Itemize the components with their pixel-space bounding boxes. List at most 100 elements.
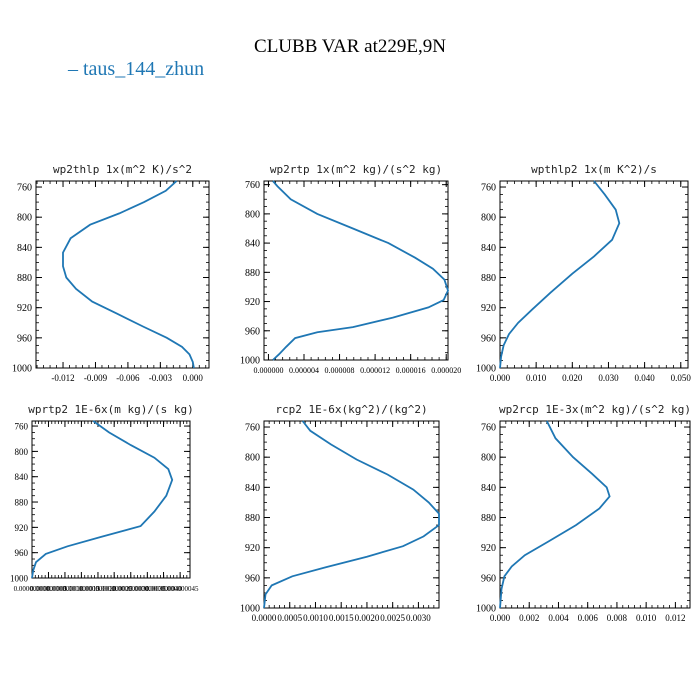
y-tick-label: 920 xyxy=(245,297,260,308)
x-tick-label: 0.000008 xyxy=(325,366,355,375)
y-tick-label: 960 xyxy=(17,333,32,344)
y-tick-label: 1000 xyxy=(240,356,260,367)
y-tick-label: 840 xyxy=(481,243,496,254)
y-tick-label: 800 xyxy=(481,453,496,464)
x-tick-label: 0.000004 xyxy=(289,366,319,375)
y-tick-label: 920 xyxy=(245,543,260,554)
y-tick-label: 880 xyxy=(17,273,32,284)
x-tick-label: 0.000020 xyxy=(431,366,461,375)
y-tick-label: 1000 xyxy=(10,574,29,584)
x-tick-label: 0.000000035 xyxy=(129,585,166,593)
x-tick-label: 0.050 xyxy=(671,373,692,383)
y-tick-label: 920 xyxy=(17,303,32,314)
subplot-5: rcp2 1E-6x(kg^2)/(kg^2) 760 800 840 880 920 96… xyxy=(240,403,440,623)
subplot-3: wpthlp2 1x(m K^2)/s 760 800 840 880 920 960 100… xyxy=(476,163,691,383)
plot-frame xyxy=(31,420,191,579)
x-tick-label: 0.004 xyxy=(548,613,569,623)
x-tick-label: 0.000000045 xyxy=(162,585,199,593)
y-tick-label: 800 xyxy=(15,447,29,457)
x-tick-label: -0.003 xyxy=(149,373,173,383)
x-tick-label: 0.040 xyxy=(634,373,655,383)
y-tick-label: 800 xyxy=(17,213,32,224)
x-tick-label: 0.0005 xyxy=(277,613,302,623)
y-tick-label: 880 xyxy=(245,513,260,524)
plot-frame xyxy=(35,180,210,369)
x-tick-label: 0.000000040 xyxy=(145,585,182,593)
legend-label: taus_144_zhun xyxy=(83,58,205,80)
series-line xyxy=(263,420,440,609)
y-tick-label: 1000 xyxy=(476,364,496,375)
y-tick-label: 800 xyxy=(245,209,260,220)
x-tick-label: 0.006 xyxy=(578,613,599,623)
subplot-title: wp2rtp 1x(m^2 kg)/(s^2 kg) xyxy=(270,163,442,176)
y-tick-label: 840 xyxy=(15,472,29,482)
y-tick-label: 880 xyxy=(15,498,29,508)
y-tick-label: 960 xyxy=(481,573,496,584)
y-tick-label: 880 xyxy=(481,513,496,524)
x-tick-label: 0.002 xyxy=(519,613,539,623)
y-tick-label: 1000 xyxy=(240,604,260,615)
x-tick-label: 0.000000 xyxy=(253,366,283,375)
x-tick-label: 0.000016 xyxy=(396,366,426,375)
x-tick-label: 0.0030 xyxy=(406,613,431,623)
y-tick-label: 960 xyxy=(245,573,260,584)
subplot-title: wp2thlp 1x(m^2 K)/s^2 xyxy=(53,163,192,176)
y-tick-label: 920 xyxy=(481,543,496,554)
x-tick-label: 0.000 xyxy=(490,613,511,623)
x-tick-label: 0.012 xyxy=(665,613,685,623)
series-line xyxy=(62,180,195,369)
y-tick-label: 840 xyxy=(481,483,496,494)
x-tick-label: 0.0000 xyxy=(252,613,277,623)
y-tick-label: 760 xyxy=(481,183,496,194)
series-line xyxy=(31,420,174,579)
figure-title: CLUBB VAR at229E,9N xyxy=(254,36,446,57)
series-line xyxy=(272,180,449,361)
y-tick-label: 800 xyxy=(245,453,260,464)
x-tick-label: 0.010 xyxy=(636,613,657,623)
y-tick-label: 800 xyxy=(481,213,496,224)
x-tick-label: 0.000012 xyxy=(360,366,390,375)
subplot-title: wprtp2 1E-6x(m kg)/(s kg) xyxy=(28,403,194,416)
x-tick-label: 0.000000010 xyxy=(47,585,84,593)
x-tick-label: -0.012 xyxy=(51,373,74,383)
subplot-6: wp2rcp 1E-3x(m^2 kg)/(s^2 kg)760 800 840 88… xyxy=(476,403,691,623)
x-tick-label: 0.020 xyxy=(562,373,583,383)
plot-frame xyxy=(499,420,691,609)
y-tick-label: 960 xyxy=(481,333,496,344)
subplot-1: wp2thlp 1x(m^2 K)/s^2 760 800 840 880 920 960 1… xyxy=(12,163,210,383)
x-tick-label: 0.0025 xyxy=(380,613,405,623)
y-tick-label: 960 xyxy=(15,548,29,558)
plot-frame xyxy=(263,420,440,609)
x-tick-label: -0.009 xyxy=(84,373,108,383)
series-line xyxy=(499,420,611,609)
subplot-title: wp2rcp 1E-3x(m^2 kg)/(s^2 kg) xyxy=(499,403,691,416)
x-tick-label: 0.010 xyxy=(526,373,547,383)
subplot-title: rcp2 1E-6x(kg^2)/(kg^2) xyxy=(275,403,427,416)
plot-frame xyxy=(263,180,449,361)
subplot-4: wprtp2 1E-6x(m kg)/(s kg) 760 800 840 880 920… xyxy=(10,403,199,593)
x-tick-label: 0.0010 xyxy=(303,613,328,623)
subplot-title: wpthlp2 1x(m K^2)/s xyxy=(531,163,657,176)
y-tick-label: 840 xyxy=(245,483,260,494)
y-tick-label: 880 xyxy=(245,268,260,279)
x-tick-label: 0.000000000 xyxy=(14,585,51,593)
x-tick-label: 0.0020 xyxy=(355,613,380,623)
x-tick-label: 0.000000025 xyxy=(96,585,133,593)
y-tick-label: 760 xyxy=(245,423,260,434)
x-tick-label: 0.000000030 xyxy=(112,585,149,593)
x-tick-label: 0.030 xyxy=(598,373,619,383)
y-tick-label: 760 xyxy=(481,423,496,434)
y-tick-label: 840 xyxy=(17,243,32,254)
y-tick-label: 960 xyxy=(245,326,260,337)
series-line xyxy=(499,180,621,369)
y-tick-label: 1000 xyxy=(12,364,32,375)
x-tick-label: -0.006 xyxy=(116,373,140,383)
y-tick-label: 1000 xyxy=(476,604,496,615)
y-tick-label: 920 xyxy=(15,523,29,533)
x-tick-label: 0.000000005 xyxy=(30,585,67,593)
legend-marker: – xyxy=(68,58,78,80)
y-tick-label: 920 xyxy=(481,303,496,314)
y-tick-label: 760 xyxy=(15,422,29,432)
